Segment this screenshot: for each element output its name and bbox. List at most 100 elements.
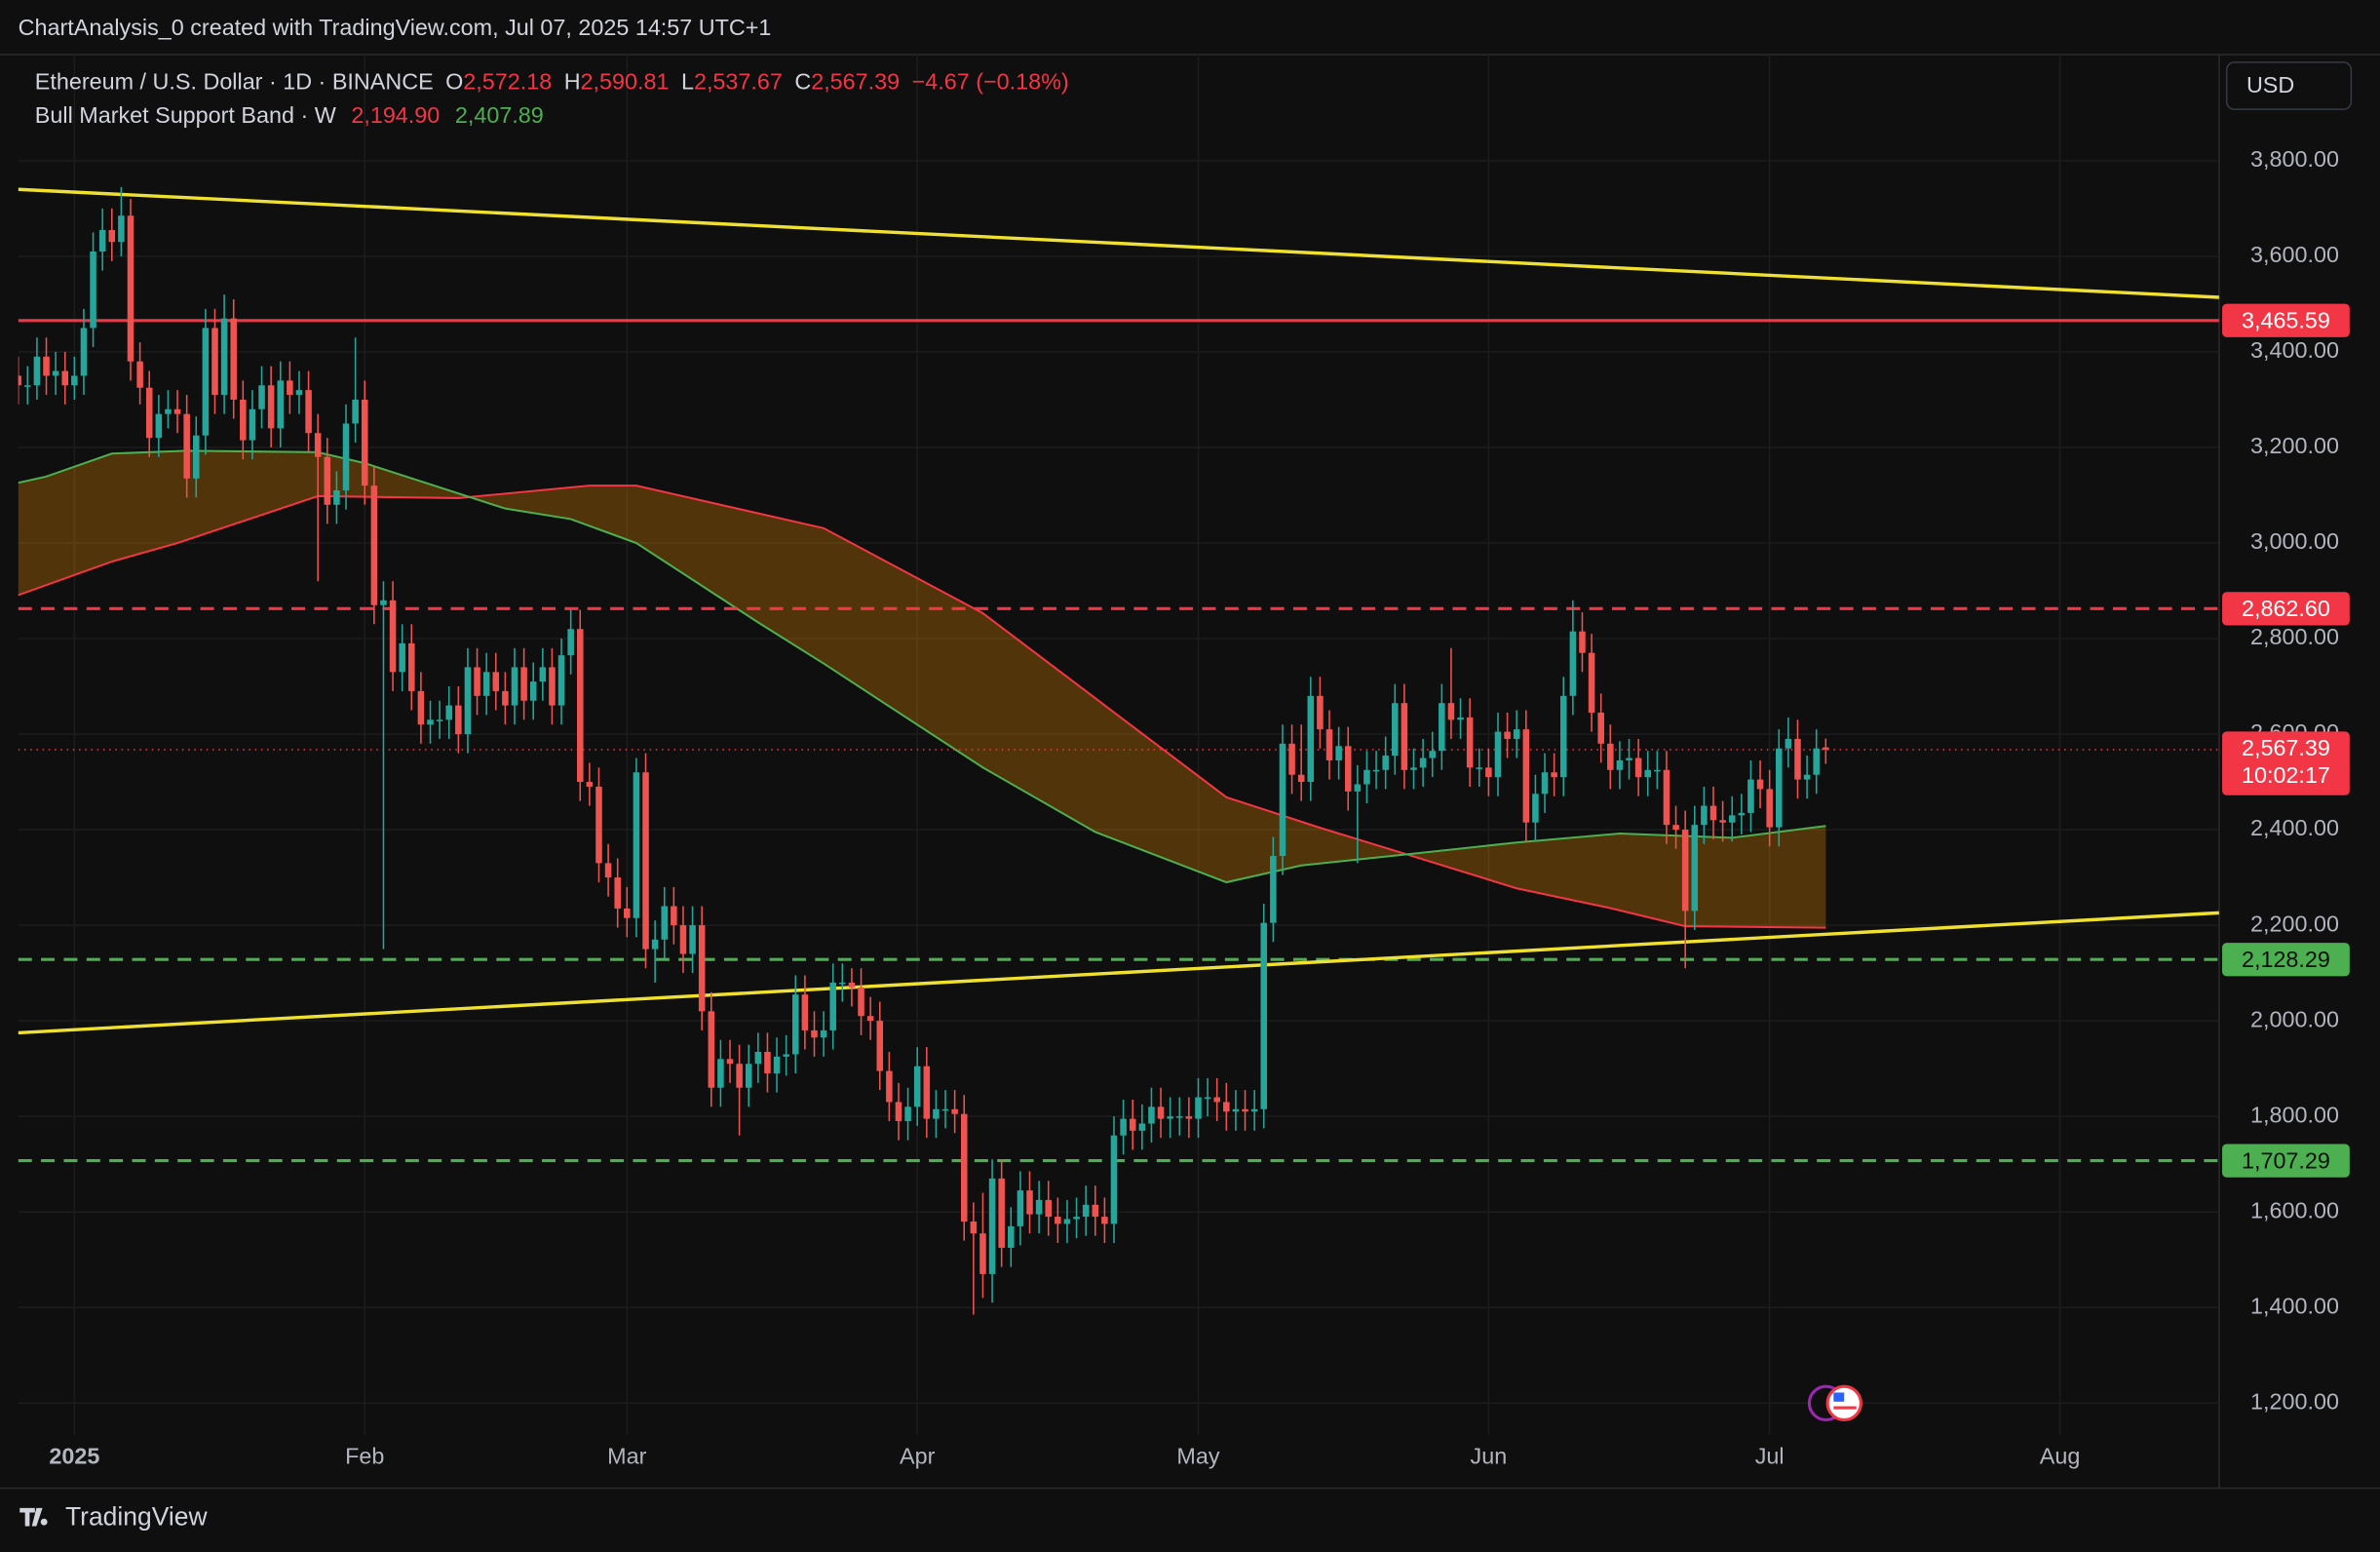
y-tick-label: 3,200.00 <box>2250 433 2339 458</box>
candle-body <box>1344 746 1352 792</box>
y-tick-label: 1,600.00 <box>2250 1197 2339 1222</box>
candle-body <box>576 629 584 783</box>
y-tick-label: 3,800.00 <box>2250 146 2339 172</box>
candle-body <box>886 1070 893 1103</box>
candle-body <box>848 982 856 988</box>
candle-body <box>1738 812 1746 816</box>
candle-body <box>941 1108 949 1111</box>
candle-body <box>1110 1135 1118 1224</box>
candle-body <box>829 982 836 1030</box>
candle-body <box>1823 747 1829 751</box>
x-tick-label: 2025 <box>49 1444 99 1469</box>
candle-body <box>417 690 425 725</box>
currency-button[interactable] <box>2225 61 2353 110</box>
candle-body <box>679 925 687 954</box>
band-value: 2,194.90 <box>351 102 440 128</box>
candle-body <box>90 252 96 329</box>
candle-body <box>933 1108 940 1119</box>
footer-logo: TradingView <box>19 1502 208 1532</box>
candle-body <box>1175 1116 1183 1118</box>
candle-body <box>1485 767 1492 778</box>
candle-body <box>211 328 218 396</box>
candle-body <box>567 629 574 656</box>
candle-body <box>1055 1217 1061 1224</box>
candle-body <box>136 361 143 388</box>
candle-body <box>193 435 200 479</box>
candle-body <box>202 328 210 436</box>
candle-body <box>1701 805 1708 826</box>
level-label: 2,862.60 <box>2242 596 2330 621</box>
candle-body <box>1551 772 1557 778</box>
candle-body <box>1317 695 1324 730</box>
candle-body <box>1447 703 1455 720</box>
candle-body <box>127 215 134 362</box>
candle-body <box>783 1054 789 1057</box>
candle-body <box>295 390 303 396</box>
candle-body <box>557 655 565 706</box>
candle-body <box>118 215 125 243</box>
candle-body <box>1307 695 1315 783</box>
currency-label[interactable]: USD <box>2246 72 2294 97</box>
candle-body <box>1363 769 1370 785</box>
candle-body <box>18 375 21 386</box>
candle-body <box>726 1059 734 1065</box>
candle-body <box>689 925 696 954</box>
y-tick-label: 2,000.00 <box>2250 1006 2339 1031</box>
legend-symbol: Ethereum / U.S. Dollar · 1D · BINANCE <box>35 69 434 95</box>
candle-body <box>1045 1199 1052 1218</box>
candle-body <box>1728 815 1736 823</box>
candle-body <box>951 1108 958 1114</box>
candle-body <box>1148 1106 1155 1124</box>
candle-body <box>1541 772 1549 795</box>
y-tick-label: 1,800.00 <box>2250 1102 2339 1127</box>
candle-body <box>661 906 669 940</box>
candle-body <box>642 772 649 950</box>
candle-body <box>1559 695 1567 778</box>
band-name: Bull Market Support Band · W <box>35 102 336 128</box>
candle-body <box>1579 631 1586 653</box>
candle-body <box>1513 729 1520 739</box>
y-tick-label: 3,000.00 <box>2250 528 2339 554</box>
candle-body <box>960 1113 968 1222</box>
candle-body <box>98 229 106 252</box>
candle-body <box>1382 756 1389 770</box>
candle-body <box>1803 774 1811 780</box>
candle-body <box>492 672 500 691</box>
candle-body <box>399 642 405 673</box>
candle-body <box>1776 748 1783 828</box>
candle-body <box>1035 1199 1043 1215</box>
candle-body <box>220 318 228 396</box>
legend-value: 2,537.67 <box>694 69 783 95</box>
candle-body <box>595 786 602 864</box>
candle-body <box>277 380 285 429</box>
candle-body <box>24 385 31 387</box>
candle-body <box>52 370 59 376</box>
candle-body <box>895 1102 902 1122</box>
candle-body <box>876 1021 884 1071</box>
candle-body <box>1410 767 1417 770</box>
event-icon[interactable] <box>1825 1384 1862 1422</box>
candle-body <box>1607 743 1614 770</box>
band-line <box>18 449 1826 884</box>
candle-body <box>1082 1204 1090 1218</box>
candle-body <box>811 1029 818 1038</box>
candle-body <box>1092 1204 1099 1218</box>
candle-body <box>436 719 443 721</box>
candle-body <box>324 456 331 505</box>
candle-body <box>549 667 556 706</box>
candle-body <box>352 399 359 424</box>
candle-body <box>1439 703 1445 752</box>
candle-body <box>529 681 537 701</box>
candle-body <box>427 719 434 725</box>
y-tick-label: 3,400.00 <box>2250 337 2339 363</box>
candle-body <box>482 672 490 696</box>
candle-body <box>904 1106 911 1122</box>
candle-body <box>717 1059 724 1088</box>
candle-body <box>792 994 799 1055</box>
candle-body <box>380 600 387 605</box>
x-tick-label: Jun <box>1471 1444 1508 1469</box>
candle-body <box>1325 729 1333 760</box>
y-tick-label: 2,200.00 <box>2250 911 2339 936</box>
candle-body <box>61 370 69 386</box>
candle-body <box>1204 1097 1211 1100</box>
